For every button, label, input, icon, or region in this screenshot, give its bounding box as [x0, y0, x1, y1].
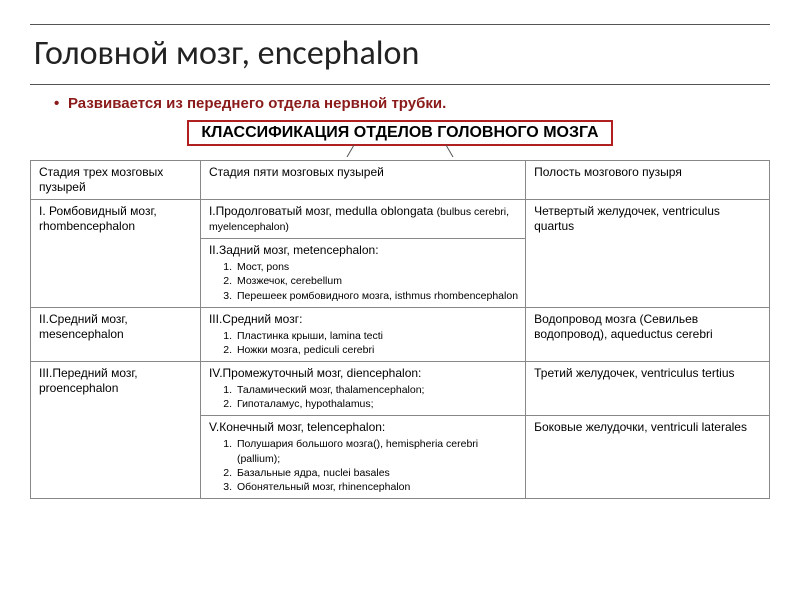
r1-c2b-head: II.Задний мозг, metencephalon: — [209, 243, 379, 257]
r3-c2a-head: IV.Промежуточный мозг, diencephalon: — [209, 366, 421, 380]
r3-c2a-list: Таламический мозг, thalamencephalon; Гип… — [209, 383, 519, 411]
r1-c3: Четвертый желудочек, ventriculus quartus — [526, 200, 770, 308]
brain-table: Стадия трех мозговых пузырей Стадия пяти… — [30, 160, 770, 499]
r3-c2b-list: Полушария большого мозга(), hemispheria … — [209, 437, 519, 494]
r1-c2a-main: I.Продолговатый мозг, medulla oblongata — [209, 204, 437, 218]
r3-c2b-head: V.Конечный мозг, telencephalon: — [209, 420, 385, 434]
connector-lines-icon — [330, 144, 470, 158]
r3-c2b: V.Конечный мозг, telencephalon: Полушари… — [200, 416, 525, 499]
header-col2: Стадия пяти мозговых пузырей — [200, 161, 525, 200]
r3-c2a: IV.Промежуточный мозг, diencephalon: Тал… — [200, 362, 525, 416]
list-item: Мост, pons — [235, 260, 519, 274]
r1-c2a: I.Продолговатый мозг, medulla oblongata … — [200, 200, 525, 239]
r2-c3: Водопровод мозга (Севильев водопровод), … — [526, 307, 770, 361]
header-col3: Полость мозгового пузыря — [526, 161, 770, 200]
r3-c1: III.Передний мозг, proencephalon — [31, 362, 201, 499]
r3-c3a: Третий желудочек, ventriculus tertius — [526, 362, 770, 416]
list-item: Полушария большого мозга(), hemispheria … — [235, 437, 519, 465]
table-row: III.Передний мозг, proencephalon IV.Пром… — [31, 362, 770, 416]
slide: Головной мозг, encephalon Развивается из… — [0, 0, 800, 600]
list-item: Таламический мозг, thalamencephalon; — [235, 383, 519, 397]
list-item: Гипоталамус, hypothalamus; — [235, 397, 519, 411]
intro-bullet: Развивается из переднего отдела нервной … — [54, 95, 770, 112]
under-title-rule — [30, 84, 770, 85]
list-item: Ножки мозга, pediculi cerebri — [235, 343, 519, 357]
table-header-row: Стадия трех мозговых пузырей Стадия пяти… — [31, 161, 770, 200]
r1-c1: I. Ромбовидный мозг, rhombencephalon — [31, 200, 201, 308]
list-item: Базальные ядра, nuclei basales — [235, 466, 519, 480]
r2-c2: III.Средний мозг: Пластинка крыши, lamin… — [200, 307, 525, 361]
page-title: Головной мозг, encephalon — [34, 33, 770, 74]
r2-c2-head: III.Средний мозг: — [209, 312, 302, 326]
r1-c2b-list: Мост, pons Мозжечок, cerebellum Перешеек… — [209, 260, 519, 303]
top-rule — [30, 24, 770, 25]
r2-c2-list: Пластинка крыши, lamina tecti Ножки мозг… — [209, 329, 519, 357]
r3-c3b: Боковые желудочки, ventriculi laterales — [526, 416, 770, 499]
classification-heading-wrap: КЛАССИФИКАЦИЯ ОТДЕЛОВ ГОЛОВНОГО МОЗГА — [30, 120, 770, 146]
list-item: Обонятельный мозг, rhinencephalon — [235, 480, 519, 494]
table-row: I. Ромбовидный мозг, rhombencephalon I.П… — [31, 200, 770, 239]
table-row: II.Средний мозг, mesencephalon III.Средн… — [31, 307, 770, 361]
list-item: Перешеек ромбовидного мозга, isthmus rho… — [235, 289, 519, 303]
header-col1: Стадия трех мозговых пузырей — [31, 161, 201, 200]
r2-c1: II.Средний мозг, mesencephalon — [31, 307, 201, 361]
classification-heading: КЛАССИФИКАЦИЯ ОТДЕЛОВ ГОЛОВНОГО МОЗГА — [187, 120, 612, 146]
list-item: Пластинка крыши, lamina tecti — [235, 329, 519, 343]
list-item: Мозжечок, cerebellum — [235, 274, 519, 288]
r1-c2b: II.Задний мозг, metencephalon: Мост, pon… — [200, 239, 525, 308]
